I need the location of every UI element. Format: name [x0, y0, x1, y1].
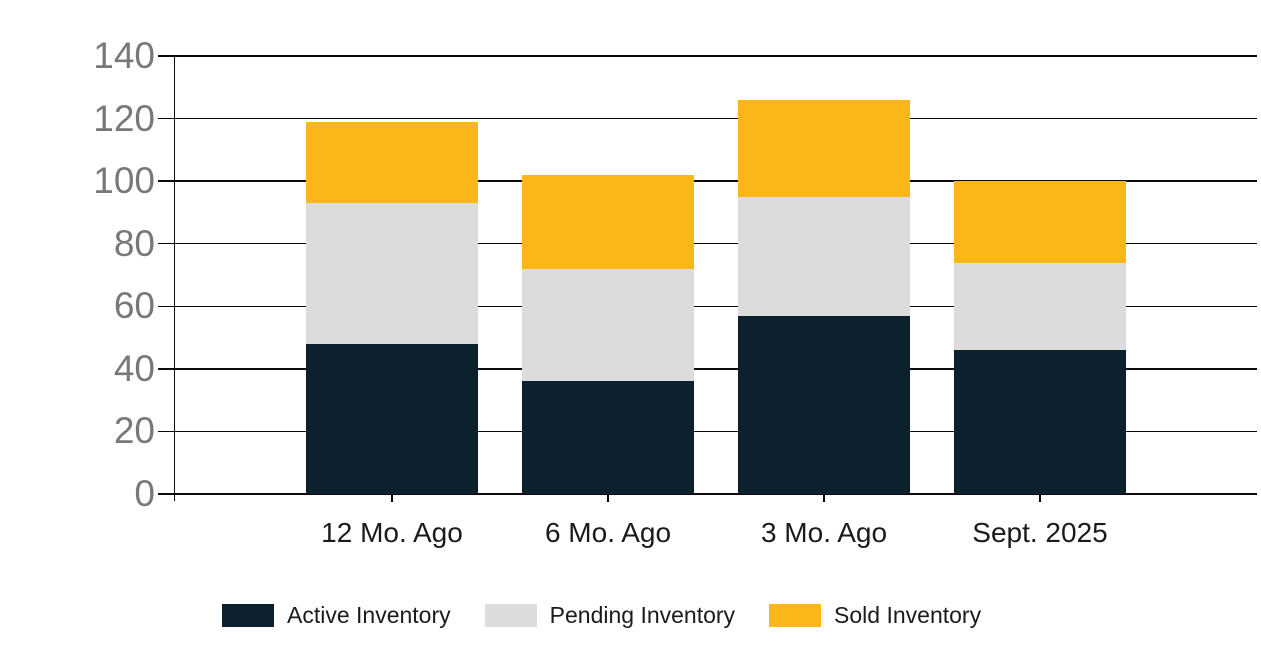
gridline [158, 117, 1257, 120]
bar-segment-pending-inventory [954, 262, 1126, 351]
x-category-label: 12 Mo. Ago [321, 517, 463, 548]
y-tick-label: 60 [113, 285, 155, 327]
bar-segment-active-inventory [954, 350, 1126, 494]
bar-3-mo.-ago [738, 99, 910, 494]
x-tick [823, 494, 825, 502]
bar-segment-active-inventory [738, 315, 910, 494]
y-tick-label: 120 [93, 97, 155, 139]
gridline [158, 242, 1257, 245]
legend-item-pending-inventory: Pending Inventory [484, 601, 736, 629]
x-category-label: 3 Mo. Ago [760, 517, 888, 548]
gridline [158, 305, 1257, 308]
bar-segment-sold-inventory [306, 121, 478, 204]
bar-segment-active-inventory [306, 343, 478, 494]
bar-segment-sold-inventory [522, 174, 694, 269]
gridline [158, 368, 1257, 370]
bar-12-mo.-ago [306, 121, 478, 494]
bar-segment-sold-inventory [954, 181, 1126, 263]
bar-segment-pending-inventory [522, 268, 694, 382]
y-tick-label: 100 [93, 160, 155, 202]
legend: Active Inventory Pending Inventory Sold In… [222, 601, 981, 629]
legend-swatch-active-inventory [222, 603, 274, 627]
bar-6-mo.-ago [522, 174, 694, 494]
plot-area: 0 20 40 60 80 100 120 140 12 Mo. Ago 6 Mo. Ago 3 … [93, 36, 1257, 548]
x-category-label: Sept. 2025 [972, 517, 1108, 548]
x-tick [607, 494, 609, 502]
y-tick-label: 0 [134, 473, 155, 514]
y-axis-line [173, 56, 175, 501]
legend-swatch-sold-inventory [769, 603, 822, 627]
y-tick-label: 80 [113, 222, 155, 264]
gridline [158, 430, 1257, 433]
x-tick [391, 494, 393, 502]
bar-sept.-2025 [954, 181, 1126, 494]
y-tick-label: 20 [113, 410, 155, 452]
y-tick-label: 140 [93, 35, 155, 76]
gridline [158, 180, 1257, 182]
x-tick [1039, 494, 1041, 502]
legend-item-sold-inventory: Sold Inventory [769, 601, 981, 629]
legend-label: Sold Inventory [834, 602, 982, 628]
legend-swatch-pending-inventory [484, 603, 537, 627]
bar-segment-active-inventory [522, 381, 694, 494]
legend-item-active-inventory: Active Inventory [222, 601, 451, 629]
y-tick-label: 40 [113, 347, 155, 389]
legend-label: Pending Inventory [549, 602, 736, 628]
gridline [158, 55, 1257, 57]
gridline [158, 493, 1257, 495]
bar-segment-pending-inventory [738, 196, 910, 316]
bar-segment-sold-inventory [738, 99, 910, 197]
legend-label: Active Inventory [287, 602, 451, 628]
bar-segment-pending-inventory [306, 203, 478, 344]
x-category-label: 6 Mo. Ago [544, 517, 672, 548]
